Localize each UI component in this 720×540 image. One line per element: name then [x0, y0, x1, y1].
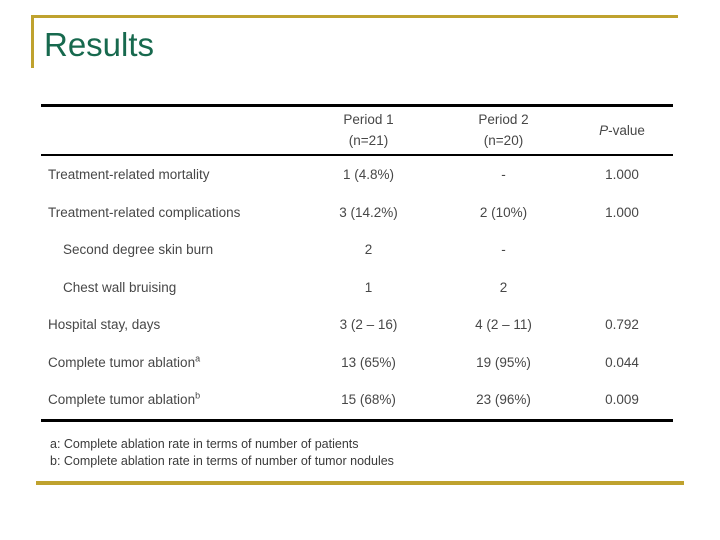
header-period1-title: Period 1: [343, 112, 394, 128]
footnotes: a: Complete ablation rate in terms of nu…: [50, 436, 394, 470]
cell-period2: -: [501, 242, 506, 258]
table-row: Treatment-related mortality 1 (4.8%) - 1…: [41, 156, 673, 194]
table-body: Treatment-related mortality 1 (4.8%) - 1…: [41, 156, 673, 422]
table-row: Complete tumor ablationa 13 (65%) 19 (95…: [41, 344, 673, 382]
row-label: Second degree skin burn: [41, 242, 301, 257]
cell-period2: 23 (96%): [476, 392, 531, 408]
cell-period2: -: [501, 167, 506, 183]
row-label-superscript: b: [195, 390, 201, 401]
row-label: Treatment-related mortality: [41, 167, 301, 182]
row-label-text: Hospital stay, days: [48, 317, 161, 333]
title-accent-left-line: [31, 15, 34, 68]
row-label: Chest wall bruising: [41, 280, 301, 295]
cell-period1: 13 (65%): [341, 354, 396, 370]
table-row: Hospital stay, days 3 (2 – 16) 4 (2 – 11…: [41, 306, 673, 344]
cell-pvalue: 0.009: [605, 392, 639, 408]
header-period1-n: (n=21): [348, 132, 389, 148]
header-pvalue-p: P: [599, 123, 609, 138]
table-row: Second degree skin burn 2 -: [41, 231, 673, 269]
cell-period2: 19 (95%): [476, 354, 531, 370]
header-pvalue: P-value: [571, 123, 673, 138]
cell-period2: 2: [499, 279, 508, 295]
cell-period1: 1: [364, 279, 373, 295]
table-row: Complete tumor ablationb 15 (68%) 23 (96…: [41, 381, 673, 419]
row-label: Treatment-related complications: [41, 205, 301, 220]
bottom-accent-line: [36, 481, 684, 485]
header-period2-title: Period 2: [478, 112, 529, 128]
cell-period1: 1 (4.8%): [342, 167, 395, 183]
header-period1: Period 1 (n=21): [301, 110, 436, 151]
row-label-text: Treatment-related mortality: [48, 167, 210, 183]
table-row: Treatment-related complications 3 (14.2%…: [41, 194, 673, 232]
table-header-row: Period 1 (n=21) Period 2 (n=20) P-value: [41, 104, 673, 156]
cell-period2: 2 (10%): [479, 204, 528, 220]
row-label-text: Complete tumor ablation: [48, 354, 196, 370]
slide-title: Results: [44, 26, 155, 63]
footnote-a: a: Complete ablation rate in terms of nu…: [50, 437, 359, 451]
results-table: Period 1 (n=21) Period 2 (n=20) P-value …: [41, 104, 673, 422]
cell-period1: 3 (2 – 16): [339, 317, 398, 333]
header-period2: Period 2 (n=20): [436, 110, 571, 151]
table-row: Chest wall bruising 1 2: [41, 269, 673, 307]
row-label: Hospital stay, days: [41, 317, 301, 332]
row-label: Complete tumor ablationb: [41, 390, 301, 408]
header-period2-n: (n=20): [483, 132, 524, 148]
title-accent-top-line: [31, 15, 678, 18]
cell-period1: 3 (14.2%): [339, 204, 398, 220]
row-label: Complete tumor ablationa: [41, 353, 301, 370]
cell-pvalue: 0.044: [605, 354, 639, 370]
cell-period1: 15 (68%): [341, 392, 396, 408]
cell-pvalue: 0.792: [605, 317, 639, 333]
cell-period1: 2: [364, 242, 373, 258]
footnote-b: b: Complete ablation rate in terms of nu…: [50, 454, 394, 468]
cell-pvalue: 1.000: [605, 204, 639, 220]
row-label-text: Chest wall bruising: [63, 279, 177, 295]
cell-period2: 4 (2 – 11): [475, 317, 532, 333]
cell-pvalue: 1.000: [605, 167, 639, 183]
header-pvalue-rest: -value: [608, 123, 645, 138]
row-label-superscript: a: [195, 353, 201, 364]
row-label-text: Second degree skin burn: [63, 242, 214, 258]
row-label-text: Complete tumor ablation: [48, 392, 196, 408]
row-label-text: Treatment-related complications: [48, 204, 241, 220]
